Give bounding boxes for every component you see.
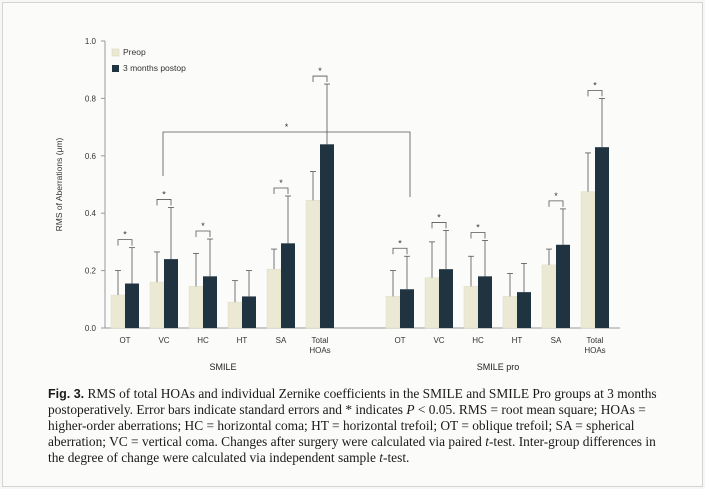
bar — [580, 191, 596, 329]
significance-marker: * — [279, 178, 283, 188]
bar — [463, 286, 479, 329]
significance-marker: * — [593, 80, 597, 90]
between-group-bracket — [162, 131, 411, 197]
bar — [164, 259, 178, 328]
bar — [517, 292, 531, 328]
x-tick-label: OT — [119, 336, 130, 345]
bar — [266, 268, 282, 329]
x-tick-label: OT — [394, 336, 405, 345]
bar — [439, 269, 453, 328]
bar — [110, 294, 126, 329]
y-tick-label: 0.0 — [85, 324, 97, 333]
caption-t2: t — [379, 450, 383, 465]
group-label: SMILE — [209, 362, 236, 372]
bar — [242, 296, 256, 328]
significance-bracket — [548, 200, 564, 207]
x-tick-label: Total — [312, 336, 329, 345]
bar — [541, 264, 557, 329]
caption-text-3: -test. Inter-group differences in the de… — [48, 434, 656, 465]
significance-bracket — [392, 247, 408, 255]
caption-text-2: < 0.05. RMS = root mean square; HOAs = h… — [48, 402, 646, 449]
x-tick-label: VC — [433, 336, 444, 345]
significance-bracket — [117, 239, 133, 246]
bar — [502, 296, 518, 329]
significance-bracket — [587, 90, 603, 97]
between-group-marker: * — [285, 122, 289, 132]
bar — [305, 200, 321, 329]
x-tick-label: HC — [197, 336, 209, 345]
legend-swatch — [112, 65, 119, 72]
bar — [556, 244, 570, 328]
bar — [320, 144, 334, 328]
significance-bracket — [273, 187, 289, 194]
caption-t1: t — [485, 434, 489, 449]
caption-p: P — [406, 402, 415, 417]
y-tick-label: 0.4 — [85, 209, 97, 218]
group-label: SMILE pro — [477, 362, 520, 372]
x-tick-label: HOAs — [584, 346, 605, 355]
significance-marker: * — [123, 230, 127, 240]
y-tick-label: 0.6 — [85, 152, 97, 161]
significance-bracket — [470, 232, 486, 239]
x-tick-label: VC — [158, 336, 169, 345]
significance-marker: * — [476, 222, 480, 232]
bar — [478, 276, 492, 328]
bar — [385, 296, 401, 329]
legend-label: Preop — [123, 47, 146, 57]
legend-swatch — [111, 48, 120, 57]
y-tick-label: 1.0 — [85, 37, 97, 46]
significance-bracket — [312, 75, 328, 83]
significance-marker: * — [437, 212, 441, 222]
figure-caption: Fig. 3. RMS of total HOAs and individual… — [48, 386, 663, 466]
bar — [203, 276, 217, 328]
significance-marker: * — [398, 238, 402, 248]
x-tick-label: HT — [512, 336, 523, 345]
bar — [188, 286, 204, 329]
caption-text-4: -test. — [383, 450, 410, 465]
bar — [281, 243, 295, 328]
significance-bracket — [156, 199, 172, 206]
x-tick-label: HOAs — [309, 346, 330, 355]
significance-bracket — [195, 230, 211, 238]
figure-label: Fig. 3. — [48, 387, 85, 401]
significance-bracket — [431, 222, 447, 229]
legend-label: 3 months postop — [123, 63, 186, 73]
x-tick-label: Total — [587, 336, 604, 345]
bar — [227, 301, 243, 329]
significance-marker: * — [554, 191, 558, 201]
x-tick-label: HC — [472, 336, 484, 345]
y-tick-label: 0.8 — [85, 94, 97, 103]
x-tick-label: HT — [237, 336, 248, 345]
x-tick-label: SA — [276, 336, 287, 345]
x-tick-label: SA — [551, 336, 562, 345]
y-axis-title: RMS of Aberrations (μm) — [54, 137, 64, 231]
bar — [424, 277, 440, 329]
significance-marker: * — [318, 66, 322, 76]
bar — [125, 283, 139, 328]
bar — [149, 281, 165, 329]
bar — [595, 147, 609, 328]
caption-text-1: RMS of total HOAs and individual Zernike… — [48, 386, 657, 417]
y-tick-label: 0.2 — [85, 267, 97, 276]
bar — [400, 289, 414, 328]
significance-marker: * — [201, 221, 205, 231]
significance-marker: * — [162, 189, 166, 199]
